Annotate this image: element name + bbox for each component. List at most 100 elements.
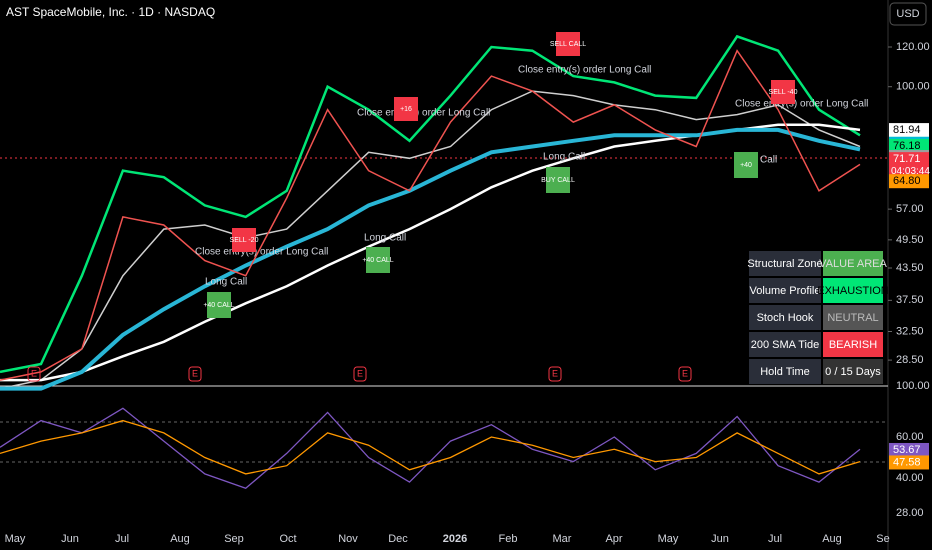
currency-button[interactable]: [889, 2, 927, 26]
price-tag-label: 71.71: [893, 153, 921, 165]
price-tag-label: 64.80: [893, 175, 921, 187]
buy-box: [734, 152, 758, 178]
indicator-tag: [889, 442, 929, 457]
series-line: [0, 127, 861, 391]
price-tag: [889, 138, 929, 153]
indicator-tick-label: 40.00: [896, 472, 924, 484]
indicator-tag: [889, 455, 929, 470]
price-tick-label: 28.50: [896, 354, 924, 366]
sell-box: [394, 97, 418, 121]
table-key: Hold Time: [760, 366, 810, 378]
time-label: Dec: [388, 533, 408, 545]
series-line: [0, 34, 861, 374]
series-line: [0, 90, 861, 390]
countdown: 04:03:44: [891, 166, 930, 177]
order-label: Close entry(s) order Long Call: [518, 65, 651, 76]
indicator-tick-label: 28.00: [896, 507, 924, 519]
table-cell: [749, 359, 821, 384]
time-label: Nov: [338, 533, 358, 545]
entry-label: Long Call: [543, 152, 585, 163]
table-cell: [823, 251, 883, 276]
time-label: Jul: [115, 533, 129, 545]
time-label: Mar: [553, 533, 572, 545]
time-label: Se: [876, 533, 889, 545]
table-key: Stoch Hook: [757, 312, 814, 324]
series-line: [0, 49, 861, 381]
table-cell: [823, 359, 883, 384]
time-label: Aug: [822, 533, 842, 545]
price-tick-label: 43.50: [896, 262, 924, 274]
price-tick-label: 57.00: [896, 203, 924, 215]
price-tick-label: 120.00: [896, 41, 930, 53]
price-tag: [889, 123, 929, 138]
entry-label: Long Call: [364, 233, 406, 244]
order-label: Close entry(s) order Long Call: [735, 99, 868, 110]
table-value: VALUE AREA: [819, 258, 887, 270]
currency[interactable]: USD: [896, 8, 919, 20]
indicator-tag-label: 53.67: [893, 444, 921, 456]
order-label: Close entry(s) order Long Call: [195, 247, 328, 258]
time-label: Sep: [224, 533, 244, 545]
buy-label: BUY CALL: [541, 177, 575, 184]
table-cell: [749, 305, 821, 330]
price-tick-label: 37.50: [896, 294, 924, 306]
time-label: Feb: [499, 533, 518, 545]
time-label: Jul: [768, 533, 782, 545]
earnings-label[interactable]: E: [357, 368, 363, 378]
time-label: Oct: [279, 533, 296, 545]
buy-label: +40 CALL: [203, 302, 234, 309]
earnings-marker[interactable]: [678, 366, 692, 382]
earnings-marker[interactable]: [353, 366, 367, 382]
table-value: BEARISH: [829, 339, 877, 351]
sell-label: SELL CALL: [550, 41, 586, 48]
table-key: Structural Zone: [747, 258, 822, 270]
buy-box: [546, 167, 570, 193]
earnings-marker[interactable]: [27, 366, 41, 382]
earnings-label[interactable]: E: [31, 368, 37, 378]
indicator-tag-label: 47.58: [893, 456, 921, 468]
indicator-tick-label: 100.00: [896, 380, 930, 392]
earnings-marker[interactable]: [548, 366, 562, 382]
sell-box: [556, 32, 580, 56]
buy-box: [207, 292, 231, 318]
buy-label: +40 CALL: [362, 257, 393, 264]
time-label: Apr: [605, 533, 622, 545]
earnings-label[interactable]: E: [682, 368, 688, 378]
earnings-label[interactable]: E: [192, 368, 198, 378]
price-tag: [889, 152, 929, 179]
table-cell: [823, 332, 883, 357]
time-label: 2026: [443, 533, 467, 545]
earnings-label[interactable]: E: [552, 368, 558, 378]
indicator-line: [0, 407, 861, 490]
time-label: May: [5, 533, 26, 545]
indicator-line: [0, 419, 861, 475]
price-tick-label: 49.50: [896, 234, 924, 246]
time-label: Jun: [61, 533, 79, 545]
time-label: May: [658, 533, 679, 545]
price-tag-label: 81.94: [893, 124, 921, 136]
table-key: 200 SMA Tide: [751, 339, 820, 351]
time-label: Aug: [170, 533, 190, 545]
table-cell: [823, 305, 883, 330]
table-cell: [749, 278, 821, 303]
earnings-marker[interactable]: [188, 366, 202, 382]
symbol-title: AST SpaceMobile, Inc. · 1D · NASDAQ: [6, 5, 215, 19]
table-value: 0 / 15 Days: [825, 366, 881, 378]
time-label: Jun: [711, 533, 729, 545]
entry-label: Long Call: [205, 277, 247, 288]
table-cell: [749, 332, 821, 357]
buy-label: +40: [740, 162, 752, 169]
sell-label: SELL -20: [230, 237, 259, 244]
price-tick-label: 100.00: [896, 81, 930, 93]
table-value: EXHAUSTION: [817, 285, 889, 297]
sell-label: +16: [400, 106, 412, 113]
sell-label: SELL -40: [769, 89, 798, 96]
sell-box: [771, 80, 795, 104]
table-value: NEUTRAL: [827, 312, 878, 324]
indicator-tick-label: 60.00: [896, 431, 924, 443]
sell-box: [232, 228, 256, 252]
price-tag-label: 76.18: [893, 140, 921, 152]
table-key: Volume Profile: [750, 285, 821, 297]
